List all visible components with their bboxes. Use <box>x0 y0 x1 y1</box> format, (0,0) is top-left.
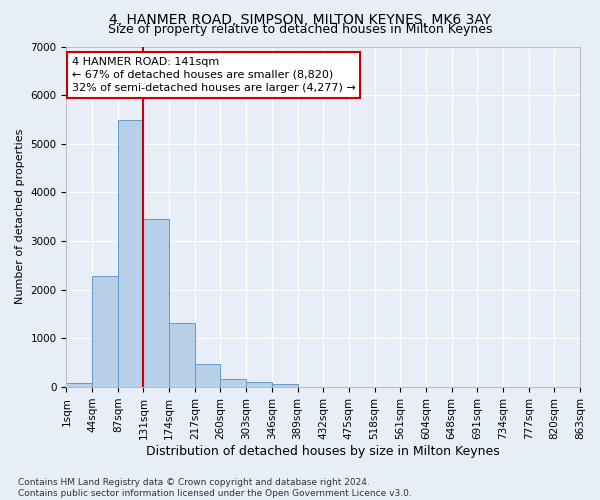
Bar <box>118 120 143 387</box>
Bar <box>272 384 298 387</box>
Text: Contains HM Land Registry data © Crown copyright and database right 2024.
Contai: Contains HM Land Registry data © Crown c… <box>18 478 412 498</box>
Bar <box>67 383 92 387</box>
Text: 4 HANMER ROAD: 141sqm
← 67% of detached houses are smaller (8,820)
32% of semi-d: 4 HANMER ROAD: 141sqm ← 67% of detached … <box>71 56 355 93</box>
Bar <box>143 219 169 387</box>
Bar <box>246 382 272 387</box>
Text: 4, HANMER ROAD, SIMPSON, MILTON KEYNES, MK6 3AY: 4, HANMER ROAD, SIMPSON, MILTON KEYNES, … <box>109 12 491 26</box>
Y-axis label: Number of detached properties: Number of detached properties <box>15 129 25 304</box>
Bar <box>220 380 246 387</box>
Text: Size of property relative to detached houses in Milton Keynes: Size of property relative to detached ho… <box>108 22 492 36</box>
Bar <box>195 364 220 387</box>
X-axis label: Distribution of detached houses by size in Milton Keynes: Distribution of detached houses by size … <box>146 444 500 458</box>
Bar <box>169 323 195 387</box>
Bar <box>92 276 118 387</box>
